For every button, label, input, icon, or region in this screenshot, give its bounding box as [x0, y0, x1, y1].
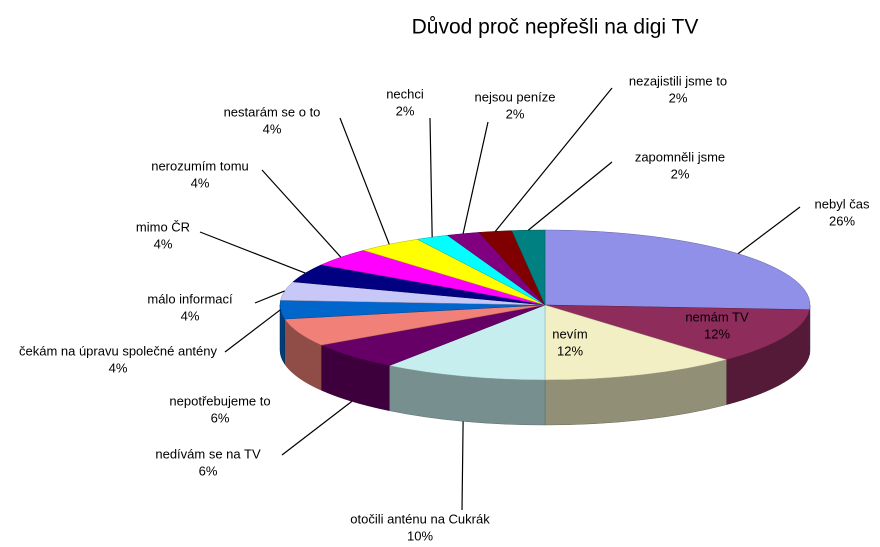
category-label: nestarám se o to — [224, 104, 321, 119]
value-label: 2% — [396, 103, 415, 118]
value-label: 10% — [407, 528, 433, 543]
value-label: 6% — [211, 410, 230, 425]
leader-line — [254, 290, 285, 304]
category-label: otočili anténu na Cukrák — [350, 511, 490, 526]
slice — [544, 304, 810, 360]
leader-line — [261, 169, 342, 258]
leader-line — [199, 231, 306, 274]
leader-line — [224, 309, 281, 353]
leader-line — [494, 87, 613, 232]
slice — [544, 229, 811, 310]
leader-line — [339, 117, 390, 245]
value-label: 2% — [506, 106, 525, 121]
category-label: nepotřebujeme to — [169, 393, 270, 408]
category-label: nebyl čas — [815, 196, 870, 211]
value-label: 12% — [704, 326, 730, 341]
category-label: nerozumím tomu — [151, 158, 249, 173]
leader-line — [737, 206, 801, 255]
leader-line — [527, 161, 613, 231]
slice — [544, 304, 728, 381]
leader-line — [281, 400, 353, 456]
category-label: nemám TV — [685, 309, 749, 324]
value-label: 12% — [557, 343, 583, 358]
value-label: 26% — [829, 213, 855, 228]
chart-title: Důvod proč nepřešli na digi TV — [412, 16, 699, 39]
category-label: nedívám se na TV — [155, 446, 261, 461]
value-label: 2% — [671, 166, 690, 181]
leader-line — [429, 117, 433, 238]
category-label: nezajistili jsme to — [629, 73, 727, 88]
value-label: 4% — [181, 308, 200, 323]
category-label: nevím — [552, 326, 587, 341]
leader-line — [461, 421, 464, 511]
category-label: čekám na úpravu společné antény — [19, 343, 218, 358]
value-label: 4% — [263, 121, 282, 136]
slice — [388, 304, 546, 381]
value-label: 4% — [109, 360, 128, 375]
value-label: 2% — [669, 90, 688, 105]
value-label: 4% — [191, 175, 210, 190]
category-label: nechci — [386, 86, 424, 101]
category-label: nejsou peníze — [475, 89, 556, 104]
category-label: málo informací — [147, 291, 233, 306]
leader-line — [462, 121, 489, 234]
value-label: 4% — [154, 236, 173, 251]
value-label: 6% — [199, 463, 218, 478]
category-label: zapomněli jsme — [635, 149, 725, 164]
category-label: mimo ČR — [136, 219, 190, 234]
